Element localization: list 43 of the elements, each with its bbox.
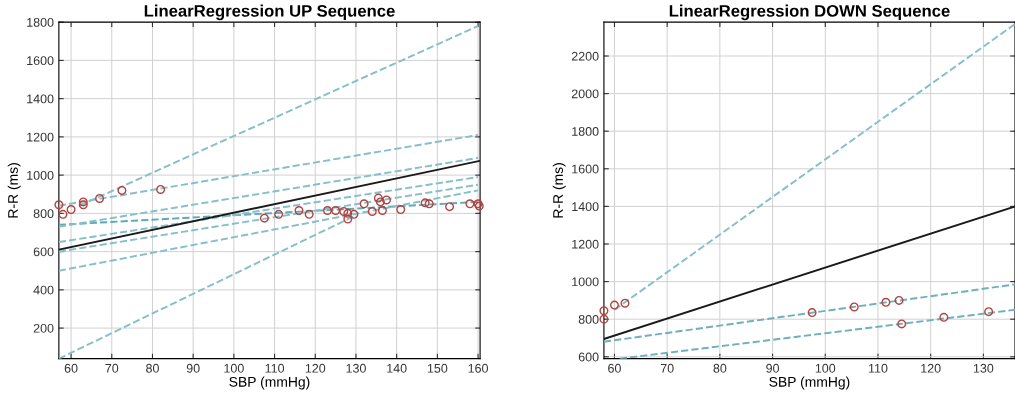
x-tick-label: 60: [64, 363, 78, 373]
x-tick-label: 60: [608, 363, 621, 373]
x-tick-label: 120: [921, 363, 941, 373]
y-tick-label: 1800: [27, 17, 54, 27]
chart-title: LinearRegression DOWN Sequence: [669, 4, 950, 21]
x-tick-label: 90: [766, 363, 780, 373]
y-tick-label: 400: [33, 285, 54, 295]
y-tick-label: 800: [578, 314, 599, 324]
y-tick-label: 1200: [572, 239, 599, 249]
y-axis-title: R-R (ms): [552, 163, 566, 218]
x-tick-label: 110: [265, 363, 285, 373]
y-tick-label: 1400: [27, 94, 54, 104]
y-tick-label: 1200: [27, 132, 54, 142]
y-tick-label: 800: [33, 209, 54, 219]
x-tick-label: 70: [660, 363, 674, 373]
x-tick-label: 150: [427, 363, 448, 373]
y-tick-label: 1000: [27, 170, 54, 180]
y-tick-label: 1800: [572, 127, 599, 136]
y-axis-title: R-R (ms): [7, 163, 21, 218]
x-tick-label: 130: [973, 363, 994, 373]
y-tick-label: 600: [33, 247, 54, 257]
y-tick-label: 1400: [572, 202, 599, 212]
x-tick-label: 100: [224, 363, 244, 373]
y-tick-label: 1000: [572, 277, 599, 287]
x-tick-label: 80: [713, 363, 727, 373]
x-axis-title: SBP (mmHg): [769, 376, 850, 390]
x-tick-label: 130: [346, 363, 366, 373]
y-tick-label: 2000: [571, 89, 599, 99]
x-tick-label: 140: [387, 363, 407, 373]
x-tick-label: 120: [305, 363, 326, 373]
x-tick-label: 70: [105, 363, 119, 373]
chart-title: LinearRegression UP Sequence: [144, 4, 395, 21]
x-tick-label: 100: [815, 363, 836, 373]
x-tick-label: 80: [146, 363, 159, 373]
y-tick-label: 1600: [572, 164, 599, 174]
x-tick-label: 110: [868, 363, 888, 373]
x-tick-label: 160: [468, 363, 488, 373]
y-tick-label: 1600: [27, 56, 54, 66]
x-axis-title: SBP (mmHg): [229, 376, 310, 390]
y-tick-label: 2200: [571, 51, 599, 61]
y-tick-label: 200: [33, 323, 54, 333]
y-tick-label: 600: [578, 352, 599, 362]
x-tick-label: 90: [186, 363, 200, 373]
